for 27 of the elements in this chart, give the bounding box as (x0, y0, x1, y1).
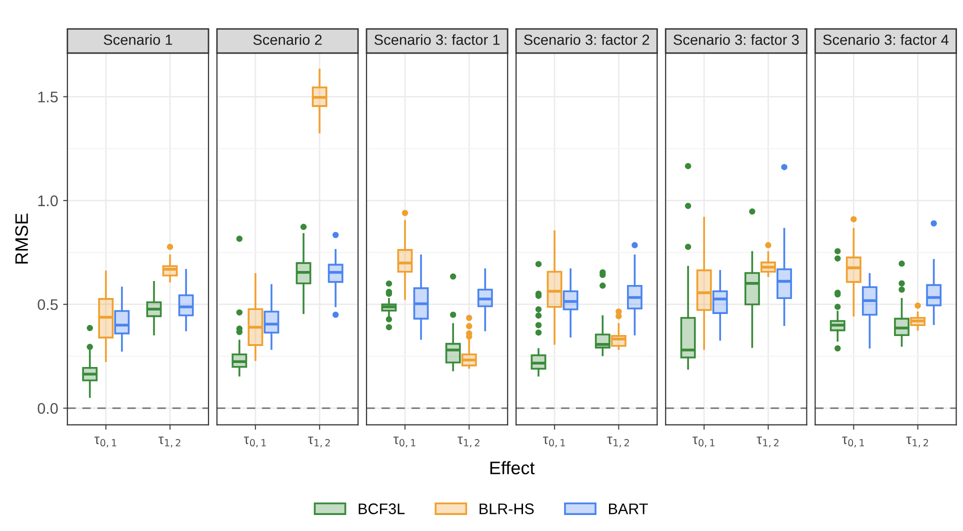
chart-title: Scenario 3: factor 3 (674, 34, 799, 45)
chart-title: Scenario 3: factor 1 (374, 34, 500, 45)
x-axis-title: Effect (490, 461, 535, 474)
legend-label: BART (609, 504, 648, 514)
chart-title: Scenario 1 (104, 34, 172, 45)
x-tick-label: τ$_{0,1}$ (543, 436, 565, 448)
x-tick-label: τ$_{1,2}$ (308, 436, 330, 448)
chart-title: Scenario 3: factor 2 (524, 34, 650, 45)
x-tick-label: τ$_{1,2}$ (158, 436, 180, 448)
x-tick-label: τ$_{0,1}$ (842, 436, 864, 448)
chart-title: Scenario 3: factor 4 (823, 34, 949, 45)
x-tick-label: τ$_{0,1}$ (393, 436, 416, 448)
x-tick-label: τ$_{1,2}$ (607, 436, 629, 448)
x-tick-label: τ$_{1,2}$ (906, 436, 928, 448)
x-tick-label: τ$_{1,2}$ (756, 436, 778, 448)
y-tick-label: 1.5 (38, 92, 58, 102)
y-tick-label: 0.0 (38, 403, 58, 414)
x-tick-label: τ$_{1,2}$ (458, 436, 480, 448)
y-axis-title: RMSE (15, 214, 28, 264)
x-tick-label: τ$_{0,1}$ (94, 436, 116, 448)
y-tick-label: 1.0 (38, 195, 58, 206)
x-tick-label: τ$_{0,1}$ (692, 436, 714, 448)
y-tick-label: 0.5 (38, 299, 58, 310)
x-tick-label: τ$_{0,1}$ (244, 436, 266, 448)
legend-label: BLR-HS (480, 503, 534, 514)
legend-label: BCF3L (358, 503, 405, 514)
chart-title: Scenario 2 (253, 34, 322, 45)
